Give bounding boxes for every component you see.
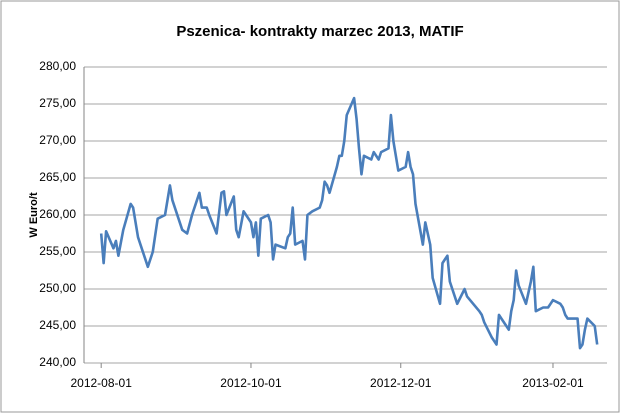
y-tick-label: 245,00 [39,318,76,332]
y-tick-label: 260,00 [39,207,76,221]
x-tick-label: 2012-10-01 [220,376,282,390]
y-tick-label: 275,00 [39,96,76,110]
y-tick-label: 250,00 [39,281,76,295]
y-axis-label: W Euro/t [28,192,40,238]
y-tick-label: 265,00 [39,170,76,184]
y-tick-label: 240,00 [39,355,76,369]
x-tick-label: 2013-02-01 [522,376,584,390]
chart-title: Pszenica- kontrakty marzec 2013, MATIF [176,23,463,40]
y-tick-label: 255,00 [39,244,76,258]
y-tick-label: 270,00 [39,133,76,147]
y-tick-label: 280,00 [39,59,76,73]
line [99,96,599,350]
x-tick-label: 2012-12-01 [370,376,432,390]
x-tick-label: 2012-08-01 [70,376,132,390]
